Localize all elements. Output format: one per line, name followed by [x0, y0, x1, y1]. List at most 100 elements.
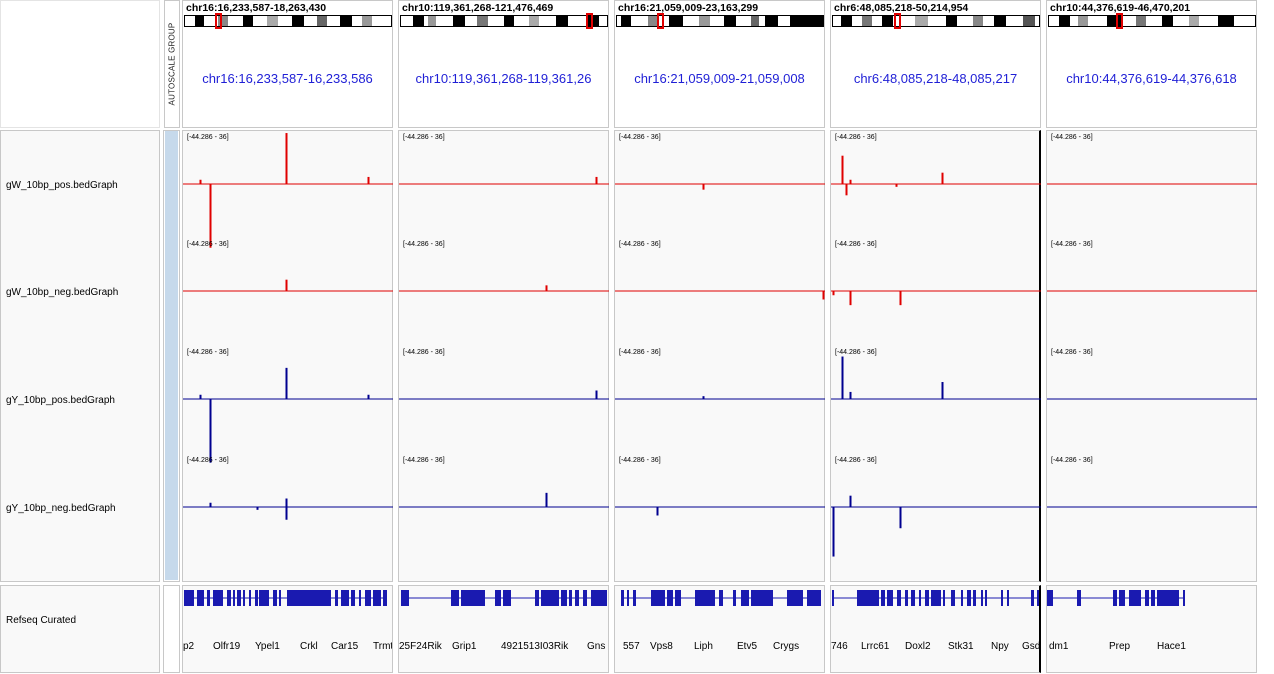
gene-label[interactable]: Vps8 — [650, 641, 673, 652]
gene-exon[interactable] — [787, 590, 795, 606]
gene-exon[interactable] — [249, 590, 251, 606]
track-name-gw-pos[interactable]: gW_10bp_pos.bedGraph — [6, 180, 118, 191]
gene-exon[interactable] — [1031, 590, 1034, 606]
gene-label[interactable]: Prep — [1109, 641, 1131, 652]
gene-label[interactable]: Ypel1 — [255, 641, 280, 652]
gene-exon[interactable] — [184, 590, 194, 606]
gene-exon[interactable] — [905, 590, 908, 606]
gene-exon[interactable] — [335, 590, 338, 606]
gene-label[interactable]: Doxl2 — [905, 641, 931, 652]
gene-exon[interactable] — [651, 590, 665, 606]
gene-exon[interactable] — [857, 590, 879, 606]
autoscale-group-header[interactable]: AUTOSCALE GROUP — [164, 0, 180, 128]
gene-exon[interactable] — [695, 590, 715, 606]
gene-exon[interactable] — [627, 590, 629, 606]
track-name-gw-neg[interactable]: gW_10bp_neg.bedGraph — [6, 287, 119, 298]
gene-exon[interactable] — [1145, 590, 1149, 606]
gene-exon[interactable] — [227, 590, 231, 606]
gene-exon[interactable] — [967, 590, 971, 606]
gene-exon[interactable] — [733, 590, 736, 606]
gene-exon[interactable] — [495, 590, 501, 606]
gene-exon[interactable] — [751, 590, 755, 606]
gene-exon[interactable] — [881, 590, 885, 606]
track-name-gy-pos[interactable]: gY_10bp_pos.bedGraph — [6, 395, 115, 406]
autoscale-attribute-bar[interactable] — [165, 131, 178, 580]
gene-exon[interactable] — [832, 590, 834, 606]
gene-exon[interactable] — [341, 590, 349, 606]
gene-exon[interactable] — [243, 590, 245, 606]
track-name-gy-neg[interactable]: gY_10bp_neg.bedGraph — [6, 503, 116, 514]
gene-exon[interactable] — [1129, 590, 1141, 606]
gene-exon[interactable] — [1077, 590, 1081, 606]
gene-exon[interactable] — [461, 590, 485, 606]
chromosome-ideogram[interactable] — [400, 15, 608, 27]
gene-exon[interactable] — [569, 590, 572, 606]
gene-exon[interactable] — [373, 590, 381, 606]
gene-label[interactable]: Car15 — [331, 641, 359, 652]
gene-exon[interactable] — [401, 590, 409, 606]
gene-exon[interactable] — [255, 590, 258, 606]
gene-label[interactable]: Stk31 — [948, 641, 974, 652]
gene-exon[interactable] — [741, 590, 749, 606]
feature-panel-2[interactable]: 25F24Rik Grip1 4921513I03Rik Gns — [398, 585, 609, 673]
gene-exon[interactable] — [351, 590, 355, 606]
locus-header-1[interactable]: chr16:16,233,587-18,263,430 chr16:16,233,… — [182, 0, 393, 128]
gene-exon[interactable] — [365, 590, 371, 606]
gene-label[interactable]: Hace1 — [1157, 641, 1186, 652]
gene-exon[interactable] — [621, 590, 624, 606]
gene-label[interactable]: Grip1 — [452, 641, 477, 652]
feature-panel-1[interactable]: p2 Olfr19 Ypel1 Crkl Car15 Trmt — [182, 585, 393, 673]
data-panel-5[interactable]: [-44.286 - 36] [-44.286 - 36] [-44.286 - 3… — [1046, 130, 1257, 582]
gene-exon[interactable] — [1119, 590, 1125, 606]
gene-exon[interactable] — [279, 590, 281, 606]
gene-label[interactable]: 4921513I03Rik — [501, 641, 569, 652]
chromosome-ideogram[interactable] — [184, 15, 392, 27]
gene-label[interactable]: Gns — [587, 641, 606, 652]
gene-exon[interactable] — [633, 590, 636, 606]
gene-label[interactable]: 557 — [623, 641, 640, 652]
gene-exon[interactable] — [207, 590, 210, 606]
data-panel-1[interactable]: [-44.286 - 36] [-44.286 - 36] [-44.286 - 3… — [182, 130, 393, 582]
gene-exon[interactable] — [925, 590, 929, 606]
gene-label[interactable]: dm1 — [1049, 641, 1069, 652]
gene-label[interactable]: p2 — [183, 641, 195, 652]
gene-exon[interactable] — [755, 590, 773, 606]
gene-exon[interactable] — [1037, 590, 1041, 606]
gene-exon[interactable] — [383, 590, 387, 606]
gene-label[interactable]: Etv5 — [737, 641, 758, 652]
gene-exon[interactable] — [541, 590, 559, 606]
gene-label[interactable]: Olfr19 — [213, 641, 241, 652]
gene-exon[interactable] — [591, 590, 607, 606]
chromosome-ideogram[interactable] — [832, 15, 1040, 27]
gene-exon[interactable] — [1113, 590, 1117, 606]
gene-exon[interactable] — [951, 590, 955, 606]
gene-exon[interactable] — [1047, 590, 1053, 606]
gene-exon[interactable] — [887, 590, 893, 606]
gene-exon[interactable] — [985, 590, 987, 606]
gene-label[interactable]: Gsd — [1022, 641, 1041, 652]
gene-exon[interactable] — [919, 590, 921, 606]
data-panel-3[interactable]: [-44.286 - 36] [-44.286 - 36] [-44.286 - 3… — [614, 130, 825, 582]
gene-exon[interactable] — [1183, 590, 1185, 606]
gene-exon[interactable] — [359, 590, 361, 606]
chromosome-ideogram[interactable] — [616, 15, 824, 27]
gene-exon[interactable] — [911, 590, 915, 606]
gene-exon[interactable] — [1007, 590, 1009, 606]
data-panel-4[interactable]: [-44.286 - 36] [-44.286 - 36] [-44.286 - 3… — [830, 130, 1041, 582]
gene-exon[interactable] — [1151, 590, 1155, 606]
gene-exon[interactable] — [561, 590, 567, 606]
gene-label[interactable]: Crygs — [773, 641, 800, 652]
gene-exon[interactable] — [667, 590, 673, 606]
gene-exon[interactable] — [897, 590, 901, 606]
gene-label[interactable]: 25F24Rik — [399, 641, 442, 652]
locus-header-4[interactable]: chr6:48,085,218-50,214,954 chr6:48,085,21… — [830, 0, 1041, 128]
locus-header-2[interactable]: chr10:119,361,268-121,476,469 chr10:119,3… — [398, 0, 609, 128]
gene-exon[interactable] — [961, 590, 963, 606]
track-name-refseq[interactable]: Refseq Curated — [6, 615, 77, 626]
gene-exon[interactable] — [981, 590, 983, 606]
gene-exon[interactable] — [719, 590, 723, 606]
gene-exon[interactable] — [451, 590, 459, 606]
gene-exon[interactable] — [273, 590, 277, 606]
gene-exon[interactable] — [1001, 590, 1003, 606]
gene-exon[interactable] — [973, 590, 976, 606]
